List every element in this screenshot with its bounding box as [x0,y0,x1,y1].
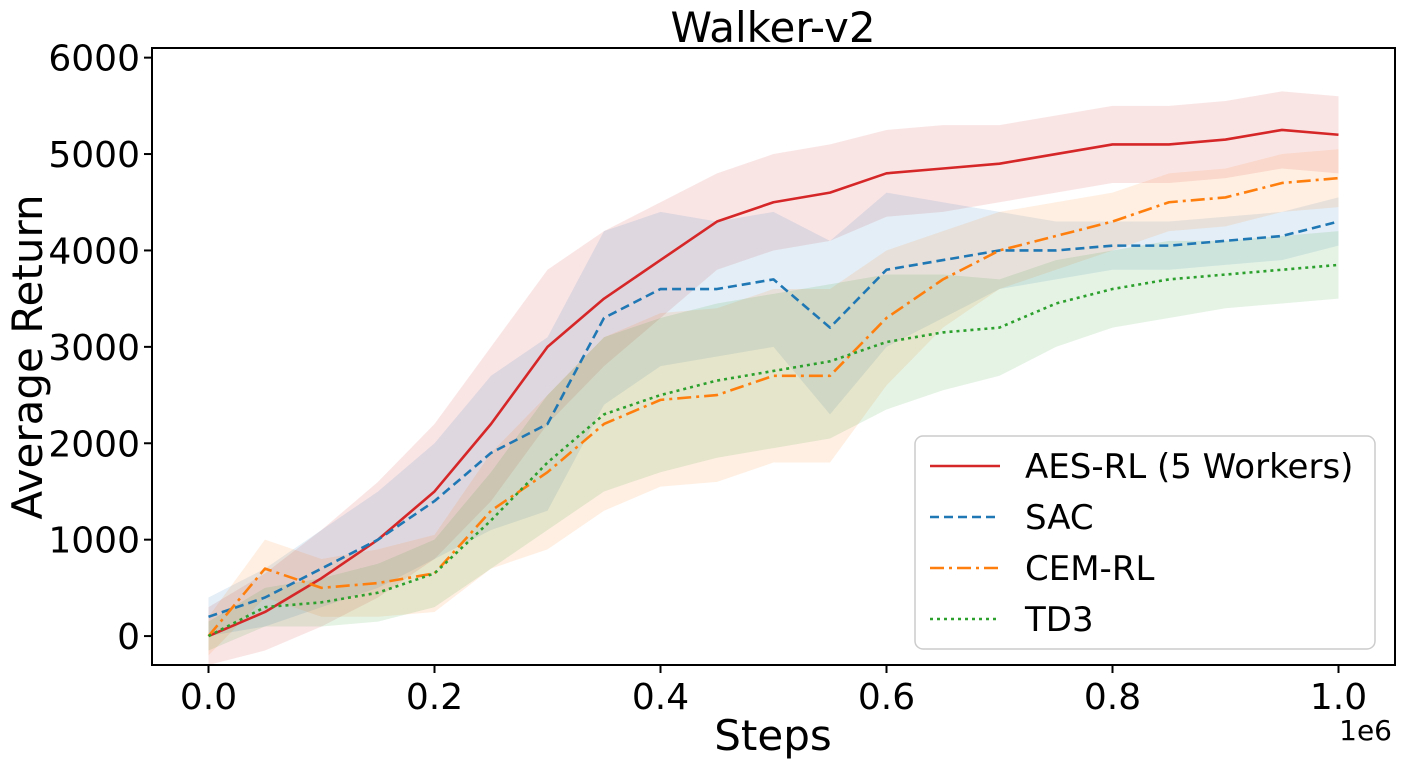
plot-frame [151,47,1396,666]
legend: AES-RL (5 Workers) SAC CEM-RL TD3 [914,435,1376,650]
line-aes-rl-5-workers [207,128,1339,638]
series-lines [207,128,1339,638]
x-tick-label: 0.2 [406,677,463,718]
x-offset-label: 1e6 [1339,714,1392,747]
y-axis: 0 1000 2000 3000 4000 5000 6000 [48,39,152,658]
y-tick-label: 3000 [48,328,140,369]
band-aes-rl-5-workers [208,91,1339,665]
x-tick-label: 0.0 [180,677,237,718]
x-tick-label: 0.8 [1084,677,1141,718]
x-axis-label: Steps [714,711,832,760]
y-tick-label: 5000 [48,135,140,176]
legend-label-aes-rl-5-workers: AES-RL (5 Workers) [1025,447,1353,487]
band-td3 [208,231,1339,651]
y-axis-label: Average Return [3,194,52,519]
legend-label-sac: SAC [1025,498,1094,538]
line-sac [208,220,1339,619]
legend-label-td3: TD3 [1024,600,1094,640]
chart-title: Walker-v2 [670,3,875,52]
y-tick-label: 0 [117,617,140,658]
y-tick-label: 1000 [48,521,140,562]
legend-box [914,435,1376,650]
x-tick-label: 0.6 [858,677,915,718]
y-tick-label: 4000 [48,231,140,272]
y-tick-label: 2000 [48,424,140,465]
x-tick-label: 1.0 [1310,677,1367,718]
legend-label-cem-rl: CEM-RL [1025,549,1154,589]
line-cem-rl [207,176,1339,637]
confidence-bands [208,91,1339,665]
line-td3 [207,263,1339,638]
y-tick-label: 6000 [48,39,140,80]
x-tick-label: 0.4 [632,677,689,718]
band-sac [208,192,1339,637]
x-axis: 0.0 0.2 0.4 0.6 0.8 1.0 [180,665,1367,718]
band-cem-rl [208,149,1339,656]
